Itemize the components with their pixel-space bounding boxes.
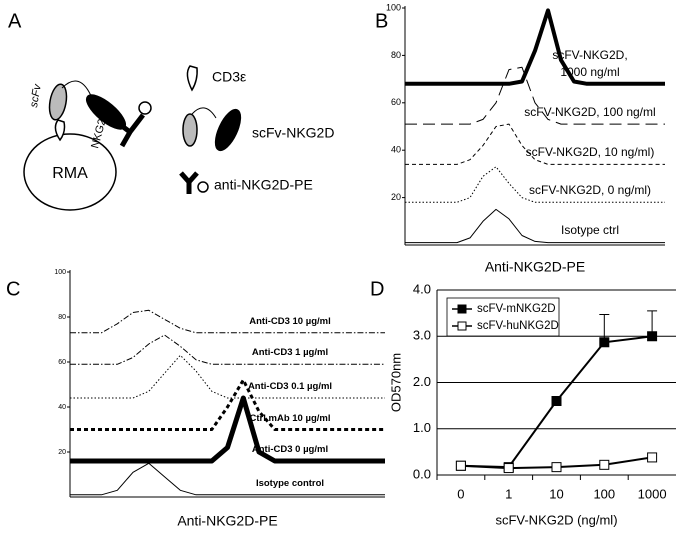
density-curve bbox=[70, 395, 385, 464]
density-curve bbox=[70, 309, 385, 334]
series-label: Anti-CD3 0.1 µg/ml bbox=[247, 381, 333, 393]
series-label-box: Anti-CD3 1 µg/ml bbox=[251, 347, 329, 359]
marker bbox=[647, 452, 658, 463]
series-label-box: Ctrl mAb 10 µg/ml bbox=[249, 412, 331, 424]
x-axis-label: Anti-NKG2D-PE bbox=[485, 259, 585, 275]
y-tick-label: 40 bbox=[58, 404, 66, 411]
y-tick-label: 60 bbox=[58, 359, 66, 366]
x-tick-label: 10 bbox=[549, 486, 563, 501]
nkg2d-label: NKG2D bbox=[89, 110, 110, 150]
scfv-nkg2d-label: scFv-NKG2D bbox=[252, 125, 334, 141]
density-curve bbox=[405, 66, 665, 125]
marker bbox=[647, 331, 658, 342]
series-label-box: Anti-CD3 10 µg/ml bbox=[249, 315, 331, 327]
y-tick-label: 0.0 bbox=[413, 466, 431, 481]
y-axis-label: OD570nm bbox=[388, 353, 403, 412]
x-tick-label: 0 bbox=[457, 486, 464, 501]
panel-label: B bbox=[375, 10, 388, 32]
linker bbox=[61, 80, 93, 99]
series-label: Anti-CD3 0 µg/ml bbox=[251, 444, 329, 456]
nkg2d-icon bbox=[214, 108, 242, 152]
marker bbox=[503, 463, 514, 474]
series-label-box: Anti-CD3 0.1 µg/ml bbox=[247, 381, 333, 393]
density-curve bbox=[405, 123, 665, 165]
series-label: scFV-NKG2D, 10 ng/ml) bbox=[525, 145, 655, 160]
y-tick-label: 80 bbox=[391, 50, 401, 60]
y-tick-label: 20 bbox=[391, 192, 401, 202]
y-tick-label: 80 bbox=[58, 314, 66, 321]
density-curve bbox=[70, 462, 385, 496]
series-label: Anti-CD3 1 µg/ml bbox=[251, 347, 329, 359]
antibody bbox=[116, 113, 145, 148]
series-label-box: Isotype ctrl bbox=[560, 223, 620, 238]
series-label: scFV-NKG2D, 100 ng/ml bbox=[524, 104, 656, 119]
series-label: Isotype control bbox=[255, 477, 325, 489]
panel-label: A bbox=[8, 10, 22, 32]
marker bbox=[551, 462, 562, 473]
density-curve bbox=[405, 208, 665, 244]
series-label: Ctrl mAb 10 µg/ml bbox=[249, 412, 331, 424]
scfv-icon bbox=[182, 113, 198, 147]
series-label: Isotype ctrl bbox=[560, 223, 620, 238]
antibody-icon bbox=[179, 171, 199, 194]
x-tick-label: 1 bbox=[505, 486, 512, 501]
series-label-box: Isotype control bbox=[255, 477, 325, 489]
marker bbox=[551, 396, 562, 406]
density-curve bbox=[405, 8, 665, 86]
y-tick-label: 60 bbox=[391, 97, 401, 107]
marker bbox=[599, 459, 610, 470]
density-curve bbox=[70, 334, 385, 365]
series-label-box: Anti-CD3 0 µg/ml bbox=[251, 444, 329, 456]
y-tick-label: 1.0 bbox=[413, 420, 431, 435]
diagram bbox=[23, 65, 242, 211]
marker bbox=[599, 337, 610, 348]
x-axis-label: scFV-NKG2D (ng/ml) bbox=[495, 512, 617, 527]
rma-cell bbox=[23, 133, 117, 211]
series-label-box: scFV-NKG2D, 100 ng/ml bbox=[524, 104, 656, 119]
anti-pe-label: anti-NKG2D-PE bbox=[214, 177, 313, 193]
density-curve bbox=[70, 354, 385, 399]
pe-label bbox=[138, 101, 152, 115]
x-tick-label: 1000 bbox=[638, 486, 667, 501]
y-tick-label: 4.0 bbox=[413, 281, 431, 296]
y-tick-label: 20 bbox=[58, 449, 66, 456]
density-curve bbox=[70, 378, 385, 431]
legend-label: scFV-huNKG2D bbox=[477, 320, 559, 332]
legend-label: scFV-mNKG2D bbox=[477, 303, 556, 315]
cd3-icon bbox=[186, 65, 198, 92]
x-axis-label: Anti-NKG2D-PE bbox=[177, 513, 277, 529]
scfv-shape bbox=[48, 83, 68, 121]
density-curve bbox=[405, 166, 665, 203]
marker bbox=[455, 460, 466, 471]
y-tick-label: 100 bbox=[54, 269, 66, 276]
pe-icon bbox=[197, 181, 209, 193]
series-label: Anti-CD3 10 µg/ml bbox=[249, 315, 331, 327]
panel-label: D bbox=[370, 278, 384, 300]
y-tick-label: 3.0 bbox=[413, 328, 431, 343]
legend-marker bbox=[457, 304, 467, 314]
series-label-box: scFV-NKG2D, 10 ng/ml) bbox=[525, 145, 655, 160]
y-tick-label: 40 bbox=[391, 145, 401, 155]
scfv-label: scFv bbox=[28, 82, 44, 108]
cd3-shape bbox=[54, 119, 66, 142]
x-tick-label: 100 bbox=[593, 486, 615, 501]
series-label-box: scFV-NKG2D, 0 ng/ml) bbox=[528, 183, 652, 198]
y-tick-label: 2.0 bbox=[413, 374, 431, 389]
legend-marker bbox=[457, 321, 467, 331]
linker-icon bbox=[191, 107, 217, 119]
rma-label: RMA bbox=[52, 165, 88, 182]
y-tick-label: 100 bbox=[386, 2, 401, 12]
series-label: scFV-NKG2D, 1000 ng/ml bbox=[552, 48, 628, 79]
series-label: scFV-NKG2D, 0 ng/ml) bbox=[528, 183, 652, 198]
panel-label: C bbox=[6, 278, 20, 300]
series-label-box: scFV-NKG2D, 1000 ng/ml bbox=[552, 48, 628, 79]
cd3-label: CD3ε bbox=[212, 69, 246, 85]
